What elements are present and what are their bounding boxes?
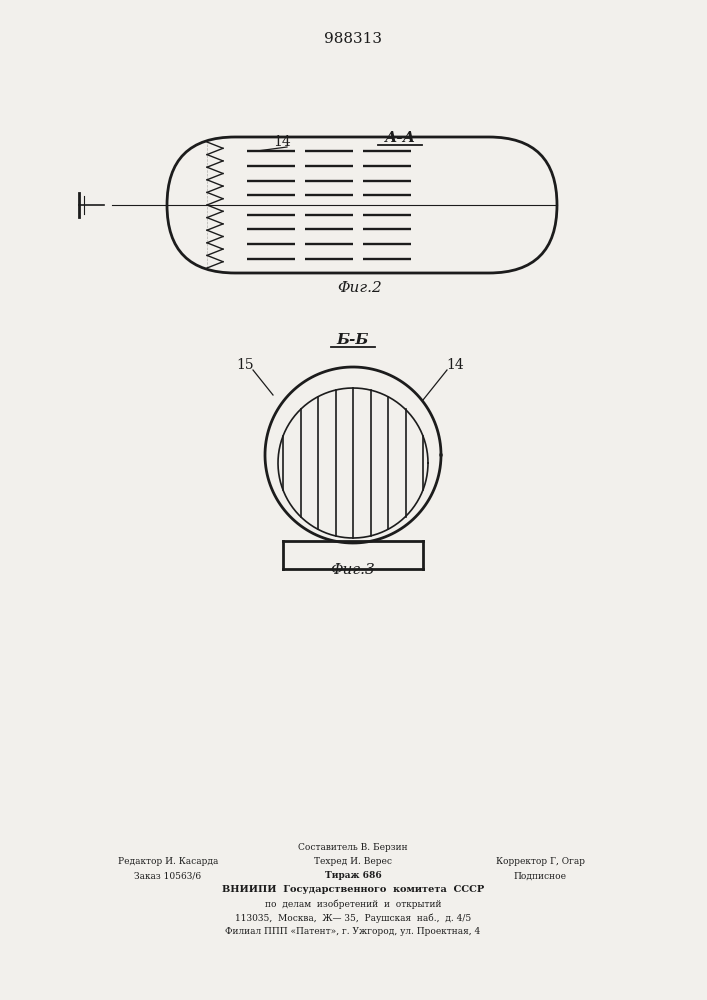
Text: Техред И. Верес: Техред И. Верес: [314, 857, 392, 866]
Text: Φиг.3: Φиг.3: [331, 563, 375, 577]
Text: 15: 15: [236, 358, 254, 372]
Text: А-А: А-А: [385, 131, 416, 145]
Text: ВНИИПИ  Государственного  комитета  СССР: ВНИИПИ Государственного комитета СССР: [222, 886, 484, 894]
Text: Тираж 686: Тираж 686: [325, 871, 381, 880]
Text: Редактор И. Касарда: Редактор И. Касарда: [118, 857, 218, 866]
Text: Φиг.2: Φиг.2: [338, 281, 382, 295]
Text: по  делам  изобретений  и  открытий: по делам изобретений и открытий: [264, 899, 441, 909]
Text: Подписное: Подписное: [513, 871, 566, 880]
Text: Заказ 10563/6: Заказ 10563/6: [134, 871, 201, 880]
Text: 14: 14: [446, 358, 464, 372]
Text: 14: 14: [273, 135, 291, 149]
Text: Корректор Г, Огар: Корректор Г, Огар: [496, 857, 585, 866]
Text: Б-Б: Б-Б: [337, 333, 369, 347]
Text: Филиал ППП «Патент», г. Ужгород, ул. Проектная, 4: Филиал ППП «Патент», г. Ужгород, ул. Про…: [226, 928, 481, 936]
Text: Составитель В. Берзин: Составитель В. Берзин: [298, 844, 408, 852]
Text: 113035,  Москва,  Ж— 35,  Раушская  наб.,  д. 4/5: 113035, Москва, Ж— 35, Раушская наб., д.…: [235, 913, 471, 923]
Text: 988313: 988313: [324, 32, 382, 46]
